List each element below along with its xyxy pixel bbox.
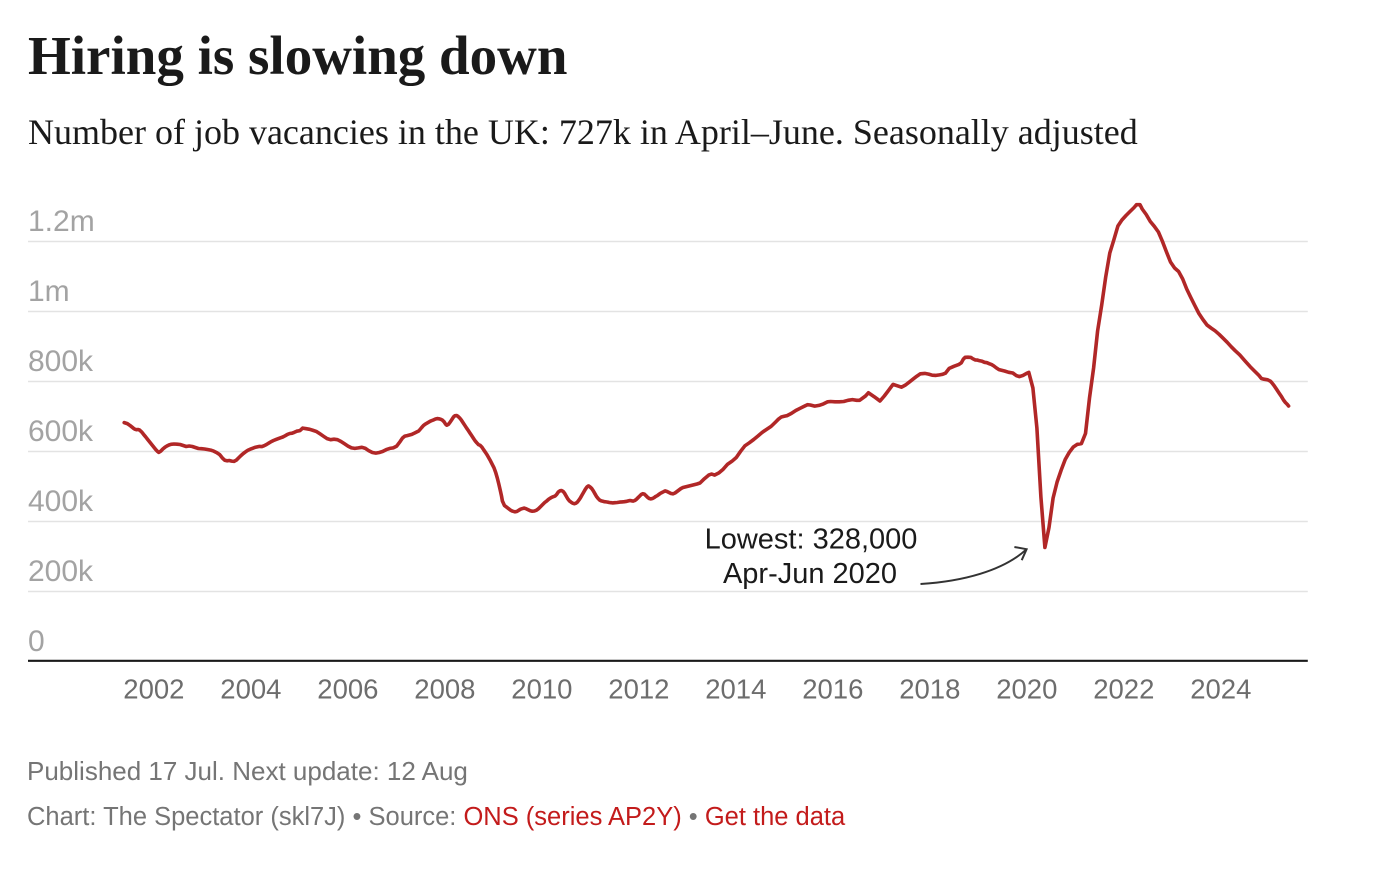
svg-text:800k: 800k: [28, 345, 94, 378]
svg-text:400k: 400k: [28, 485, 94, 518]
svg-text:2016: 2016: [802, 674, 863, 705]
svg-text:2006: 2006: [317, 674, 378, 705]
svg-text:Apr-Jun 2020: Apr-Jun 2020: [723, 558, 897, 590]
svg-text:Lowest: 328,000: Lowest: 328,000: [705, 524, 918, 556]
svg-text:600k: 600k: [28, 415, 94, 448]
svg-text:2012: 2012: [608, 674, 669, 705]
svg-text:2022: 2022: [1093, 674, 1154, 705]
svg-text:2002: 2002: [123, 674, 184, 705]
svg-text:2024: 2024: [1190, 674, 1251, 705]
svg-text:2018: 2018: [899, 674, 960, 705]
svg-text:1m: 1m: [28, 275, 70, 308]
svg-text:2014: 2014: [705, 674, 766, 705]
svg-text:2020: 2020: [996, 674, 1057, 705]
svg-text:1.2m: 1.2m: [28, 205, 95, 238]
svg-text:2010: 2010: [511, 674, 572, 705]
svg-text:2008: 2008: [414, 674, 475, 705]
svg-text:200k: 200k: [28, 555, 94, 588]
svg-text:0: 0: [28, 625, 45, 658]
svg-text:2004: 2004: [220, 674, 281, 705]
